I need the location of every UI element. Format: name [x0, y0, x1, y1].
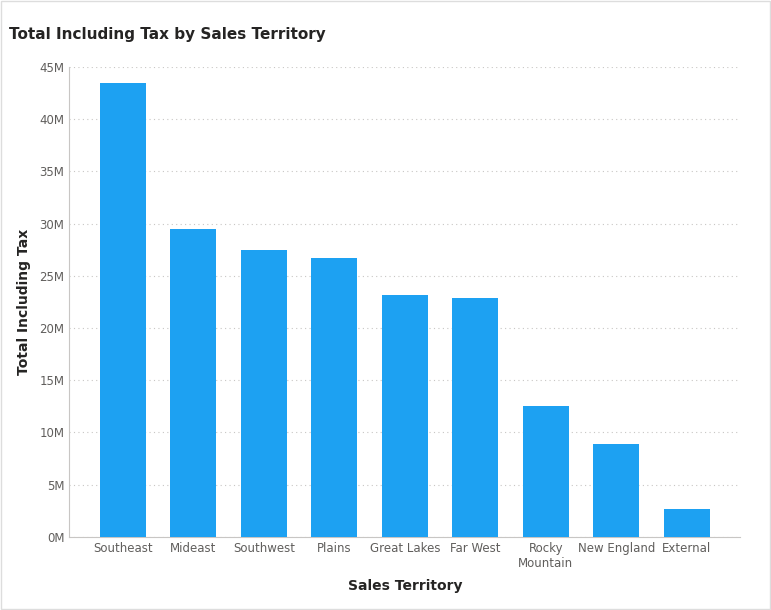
Bar [664, 509, 709, 537]
Text: Total Including Tax by Sales Territory: Total Including Tax by Sales Territory [9, 27, 326, 43]
Bar [241, 249, 287, 537]
X-axis label: Sales Territory: Sales Territory [348, 579, 462, 593]
Bar [170, 229, 216, 537]
Bar [453, 298, 498, 537]
Bar [594, 444, 639, 537]
Bar [382, 295, 428, 537]
Bar [523, 406, 569, 537]
Y-axis label: Total Including Tax: Total Including Tax [17, 229, 31, 375]
Bar [100, 83, 146, 537]
Bar [311, 258, 357, 537]
